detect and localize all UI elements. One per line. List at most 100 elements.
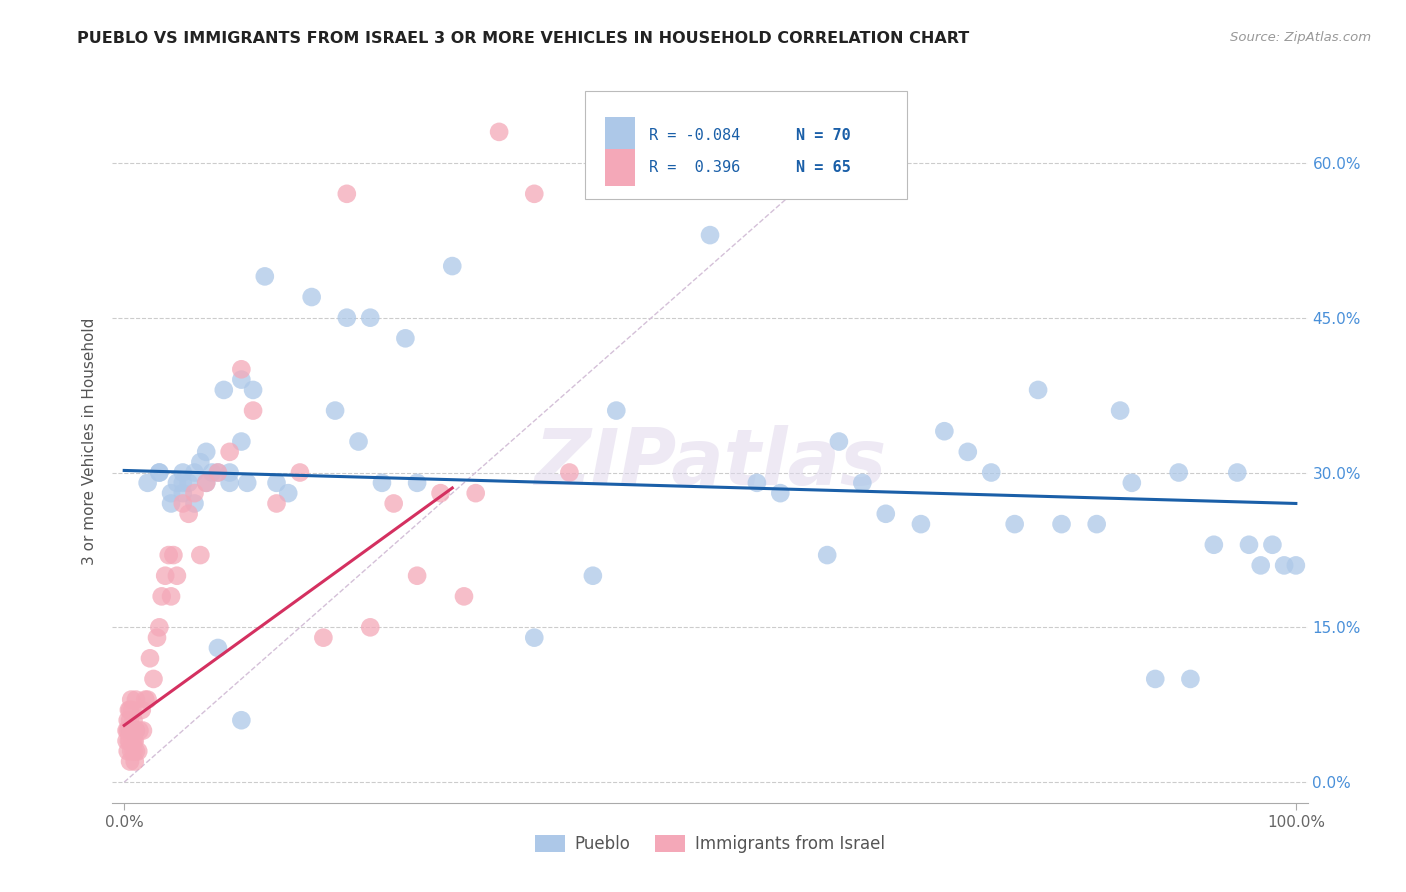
Point bbox=[1261, 538, 1284, 552]
Point bbox=[125, 723, 148, 738]
FancyBboxPatch shape bbox=[605, 117, 634, 153]
Point bbox=[406, 568, 429, 582]
Point bbox=[1004, 517, 1026, 532]
Point bbox=[212, 383, 235, 397]
Text: ZIPatlas: ZIPatlas bbox=[534, 425, 886, 501]
Point bbox=[155, 568, 177, 582]
Text: N = 65: N = 65 bbox=[796, 160, 851, 175]
Point bbox=[1202, 538, 1225, 552]
Point bbox=[117, 744, 139, 758]
Point bbox=[118, 703, 141, 717]
Point bbox=[464, 486, 486, 500]
Point bbox=[277, 486, 299, 500]
Point bbox=[523, 186, 546, 201]
Point bbox=[157, 548, 180, 562]
Point bbox=[122, 713, 145, 727]
Point bbox=[218, 445, 240, 459]
Point bbox=[150, 590, 173, 604]
Point bbox=[195, 475, 218, 490]
Point bbox=[142, 672, 165, 686]
Point bbox=[177, 475, 200, 490]
Point bbox=[125, 744, 148, 758]
Point bbox=[207, 466, 229, 480]
Point bbox=[121, 703, 143, 717]
Point bbox=[120, 703, 141, 717]
Point bbox=[125, 723, 148, 738]
Point bbox=[1121, 475, 1143, 490]
Point bbox=[121, 734, 143, 748]
Text: N = 70: N = 70 bbox=[796, 128, 851, 143]
Point bbox=[934, 424, 956, 438]
Point bbox=[207, 640, 229, 655]
Point bbox=[146, 631, 169, 645]
Point bbox=[122, 734, 145, 748]
Point bbox=[242, 403, 264, 417]
Point bbox=[1026, 383, 1049, 397]
Point bbox=[120, 723, 141, 738]
Point bbox=[288, 466, 311, 480]
Point bbox=[120, 744, 142, 758]
Point bbox=[172, 496, 194, 510]
FancyBboxPatch shape bbox=[585, 91, 907, 200]
Point bbox=[183, 496, 205, 510]
Point bbox=[134, 692, 156, 706]
Point bbox=[218, 475, 240, 490]
Point bbox=[160, 590, 183, 604]
Point bbox=[1085, 517, 1108, 532]
Point bbox=[183, 486, 205, 500]
Point bbox=[117, 713, 139, 727]
Point bbox=[980, 466, 1002, 480]
Point bbox=[201, 466, 224, 480]
Point bbox=[136, 475, 159, 490]
Point bbox=[148, 466, 170, 480]
Text: R = -0.084: R = -0.084 bbox=[650, 128, 741, 143]
Point bbox=[188, 455, 212, 469]
Point bbox=[605, 403, 627, 417]
Point bbox=[172, 475, 194, 490]
Point bbox=[188, 548, 212, 562]
Point bbox=[1226, 466, 1249, 480]
Point bbox=[956, 445, 979, 459]
Point bbox=[120, 723, 142, 738]
Point bbox=[394, 331, 416, 345]
Point bbox=[148, 620, 170, 634]
Point bbox=[183, 466, 205, 480]
Point bbox=[429, 486, 451, 500]
Point bbox=[162, 548, 184, 562]
Point bbox=[231, 434, 253, 449]
Point bbox=[523, 631, 546, 645]
Point bbox=[382, 496, 405, 510]
Point bbox=[1272, 558, 1295, 573]
Point bbox=[359, 310, 381, 325]
Point bbox=[875, 507, 897, 521]
Point bbox=[218, 466, 240, 480]
Point bbox=[120, 692, 142, 706]
Point bbox=[371, 475, 394, 490]
Point bbox=[231, 373, 253, 387]
Text: R =  0.396: R = 0.396 bbox=[650, 160, 741, 175]
Point bbox=[745, 475, 768, 490]
Point bbox=[120, 755, 141, 769]
Point bbox=[1250, 558, 1272, 573]
Point bbox=[231, 713, 253, 727]
Point bbox=[160, 486, 183, 500]
Point bbox=[815, 548, 838, 562]
Point bbox=[166, 568, 188, 582]
Point bbox=[336, 310, 359, 325]
Point bbox=[139, 651, 162, 665]
Point bbox=[166, 475, 188, 490]
Point bbox=[336, 186, 359, 201]
Point bbox=[132, 723, 155, 738]
Point bbox=[128, 723, 150, 738]
FancyBboxPatch shape bbox=[605, 150, 634, 186]
Point bbox=[1285, 558, 1308, 573]
Point bbox=[1109, 403, 1132, 417]
Text: Source: ZipAtlas.com: Source: ZipAtlas.com bbox=[1230, 31, 1371, 45]
Point bbox=[115, 734, 138, 748]
Point bbox=[231, 362, 253, 376]
Point bbox=[1144, 672, 1167, 686]
Point bbox=[312, 631, 335, 645]
Point bbox=[266, 496, 288, 510]
Point bbox=[124, 755, 146, 769]
Point bbox=[769, 486, 792, 500]
